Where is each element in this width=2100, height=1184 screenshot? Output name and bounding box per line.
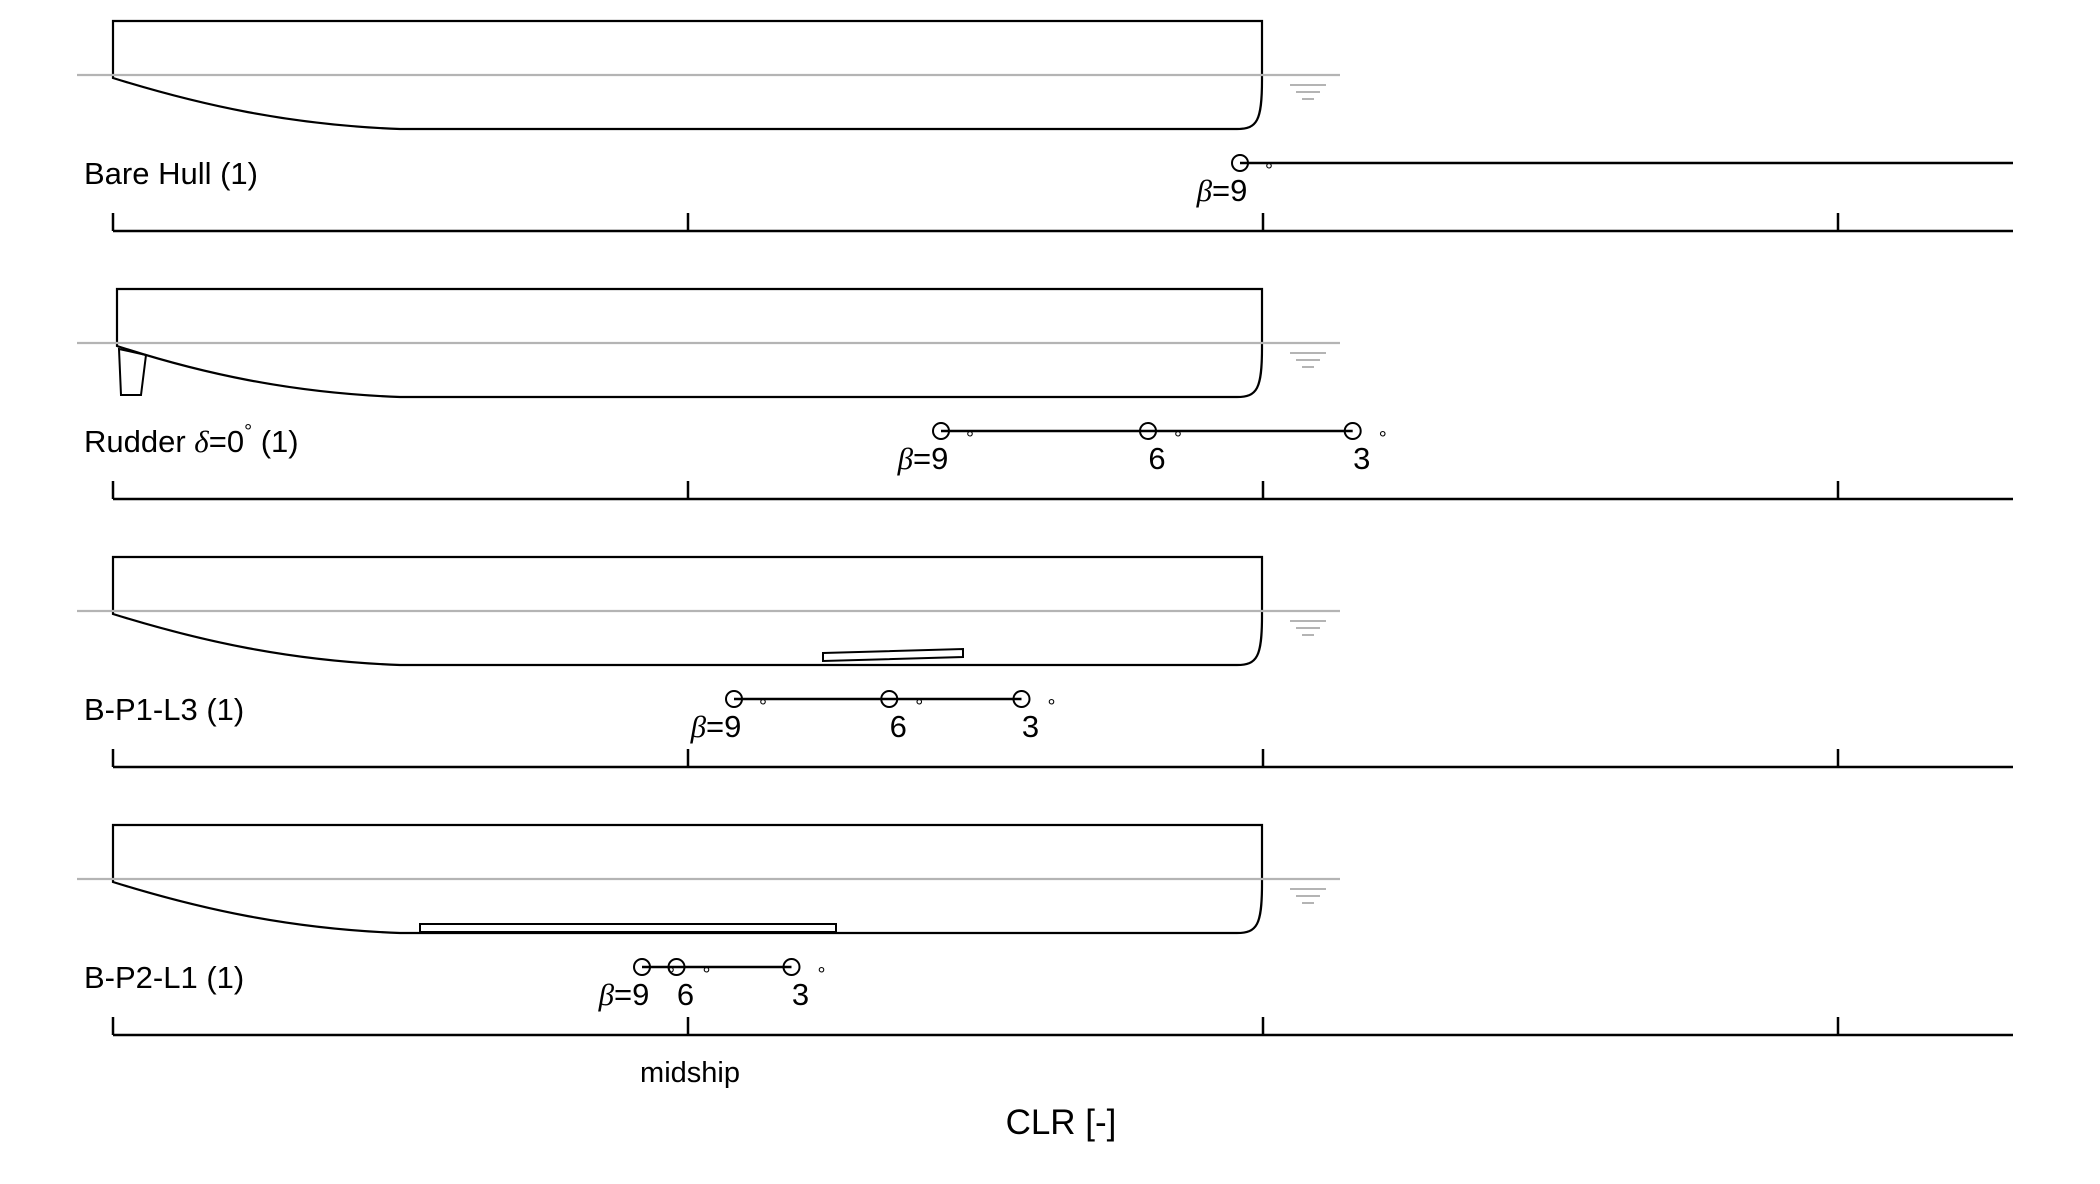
x-axis-label: CLR [-] [1006, 1103, 1117, 1142]
beta-label-text: =9 [1212, 173, 1247, 208]
degree-symbol: ° [1174, 428, 1182, 450]
degree-symbol: ° [703, 964, 711, 986]
panel-4: B-P2-L1 (1) β=9°6°3° [77, 823, 2013, 1037]
panel-3: B-P1-L3 (1) β=9 ° 6 ° 3 ° [77, 555, 2013, 769]
beta-symbol: β [897, 441, 914, 476]
panel-label-text: (1) [220, 156, 258, 191]
panel-label-text: =0 [209, 424, 244, 459]
degree-symbol: ° [759, 696, 767, 718]
rudder-shape [117, 347, 148, 396]
clr-point-beta-6 [667, 958, 686, 976]
panel-1: Bare Hull (1) β=9 ° [77, 19, 2013, 233]
clr-point-beta-6 [880, 690, 899, 708]
panel-label: Bare Hull (1) [84, 156, 258, 191]
clr-point-beta-3 [1343, 422, 1362, 440]
panel-label: B-P2-L1 (1) [84, 960, 244, 995]
beta-label: 6 [890, 709, 907, 744]
beta-label: 6 [677, 977, 694, 1012]
hull-outline [115, 287, 1264, 399]
clr-point-beta-9 [1231, 154, 1249, 172]
panel-label-text: B-P2-L1 [84, 960, 206, 995]
beta-label-text: =9 [913, 441, 948, 476]
hull-outline [111, 823, 1264, 935]
beta-label: 3 [1353, 441, 1370, 476]
beta-label-text: =9 [706, 709, 741, 744]
panel-label-text: (1) [206, 960, 244, 995]
clr-point-beta-9 [932, 422, 950, 440]
clr-point-beta-3 [782, 958, 801, 976]
hull-outline [111, 555, 1264, 667]
panel-2: Rudder δ=0° (1) β=9°6°3° [77, 287, 2013, 501]
degree-symbol: ° [966, 428, 974, 450]
beta-symbol: β [1196, 173, 1213, 208]
clr-point-beta-9 [725, 690, 743, 708]
panels: Bare Hull (1) β=9°Rudder δ=0° (1) β=9°6°3°… [77, 19, 2013, 1037]
clr-point-beta-9 [633, 958, 651, 976]
degree-symbol: ° [915, 696, 923, 718]
panel-label-text: Rudder [84, 424, 194, 459]
panel-label-text: Bare Hull [84, 156, 220, 191]
midship-tick-label: midship [640, 1057, 740, 1089]
panel-label: Rudder δ=0° (1) [84, 421, 299, 459]
beta-label: β=9 [690, 709, 742, 744]
long-plate [419, 923, 837, 933]
beta-symbol: β [598, 977, 615, 1012]
beta-label-text: =9 [614, 977, 649, 1012]
degree-symbol: ° [1048, 696, 1056, 718]
degree-symbol: ° [818, 964, 826, 986]
panel-label-text: (1) [252, 424, 299, 459]
clr-point-beta-6 [1139, 422, 1157, 440]
panel-label: B-P1-L3 (1) [84, 692, 244, 727]
short-plate [822, 647, 964, 663]
beta-label: β=9 [598, 977, 650, 1012]
beta-label: β=9 [897, 441, 949, 476]
beta-symbol: β [690, 709, 707, 744]
beta-label: 6 [1148, 441, 1165, 476]
degree-symbol: ° [244, 421, 252, 443]
delta-symbol: δ [194, 424, 209, 459]
degree-symbol: ° [1379, 428, 1387, 450]
beta-label: 3 [792, 977, 809, 1012]
beta-label: 3 [1022, 709, 1039, 744]
hull-outline [111, 19, 1264, 131]
clr-point-beta-3 [1012, 690, 1031, 708]
beta-label: β=9 [1196, 173, 1248, 208]
panel-label-text: B-P1-L3 [84, 692, 206, 727]
panel-label-text: (1) [206, 692, 244, 727]
degree-symbol: ° [667, 964, 675, 986]
degree-symbol: ° [1265, 160, 1273, 182]
